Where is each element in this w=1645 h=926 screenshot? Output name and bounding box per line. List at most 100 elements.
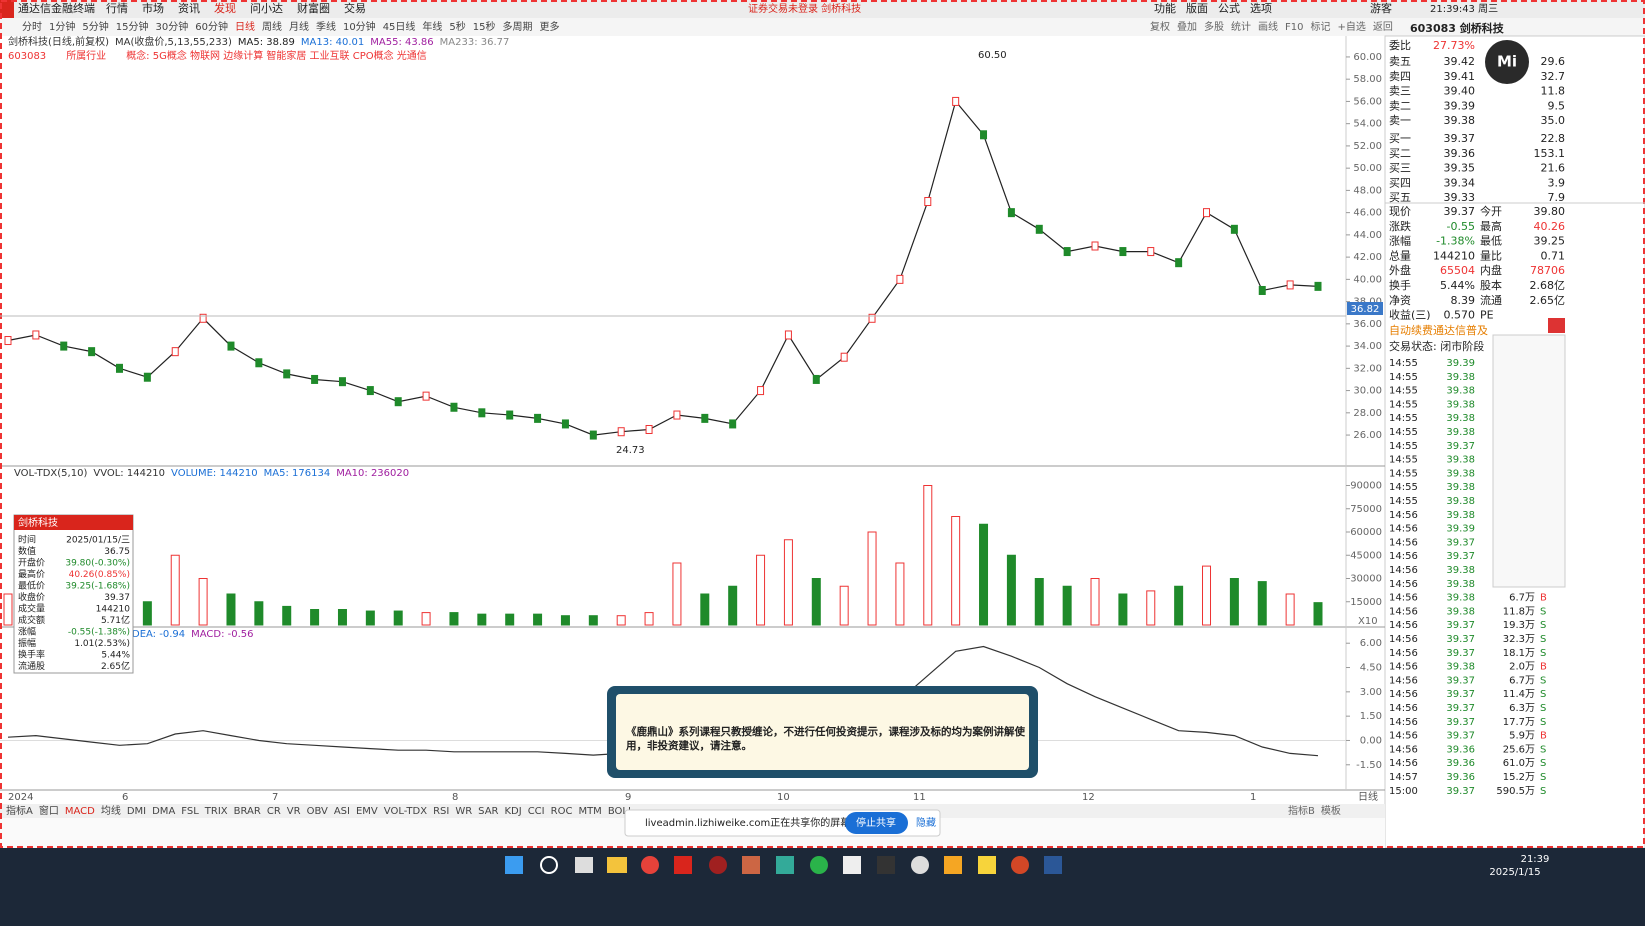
period-button[interactable]: 15分钟 <box>116 20 149 33</box>
menu-item[interactable]: 资讯 <box>178 2 200 15</box>
indicator-tab[interactable]: 均线 <box>101 804 121 817</box>
period-button[interactable]: 日线 <box>235 20 255 33</box>
toolbar-button[interactable]: 复权 <box>1150 20 1170 33</box>
period-button[interactable]: 10分钟 <box>343 20 376 33</box>
stop-share[interactable]: 停止共享 <box>856 816 896 829</box>
trade-volume: 5.9万 <box>1509 731 1535 742</box>
stat-value: 144210 <box>1433 249 1475 262</box>
y-tick-label: 46.00 <box>1353 208 1382 219</box>
book-volume: 21.6 <box>1541 162 1566 175</box>
indicator-tab[interactable]: SAR <box>478 806 498 817</box>
annotation: 60.50 <box>978 50 1007 61</box>
toolbar-button[interactable]: 画线 <box>1258 20 1278 33</box>
volume-bar <box>979 523 989 626</box>
period-button[interactable]: 60分钟 <box>195 20 228 33</box>
menu-item[interactable]: 交易 <box>344 1 366 15</box>
period-button[interactable]: 周线 <box>262 20 282 33</box>
indicator-tab[interactable]: MTM <box>578 806 601 817</box>
indicator-tab[interactable]: 窗口 <box>39 804 59 817</box>
book-label: 买四 <box>1389 176 1411 189</box>
candle <box>812 374 820 384</box>
toolbar-button[interactable]: 返回 <box>1373 21 1393 33</box>
trade-volume: 6.7万 <box>1509 593 1535 604</box>
indicator-tab[interactable]: VR <box>287 806 301 817</box>
popup-key: 开盘价 <box>18 557 45 569</box>
volume-bar <box>1034 578 1044 626</box>
stat-value: 40.26 <box>1534 220 1566 233</box>
menu-item[interactable]: 问小达 <box>250 2 283 15</box>
indicator-tab[interactable]: TRIX <box>204 806 228 817</box>
toolbar-button[interactable]: 统计 <box>1231 20 1251 33</box>
period-button[interactable]: 45日线 <box>383 20 416 33</box>
y-tick-label: 44.00 <box>1353 230 1382 241</box>
indicator-tab[interactable]: RSI <box>433 806 449 817</box>
period-button[interactable]: 季线 <box>316 20 336 33</box>
candle <box>1258 285 1266 295</box>
trade-time: 14:56 <box>1389 717 1418 728</box>
candle <box>4 336 12 346</box>
chart-info: 所属行业 <box>66 49 106 62</box>
period-button[interactable]: 年线 <box>422 20 442 33</box>
indicator-tab[interactable]: VOL-TDX <box>384 806 427 817</box>
indicator-tab[interactable]: BOLL <box>608 806 634 817</box>
indicator-tab[interactable]: CCI <box>528 806 545 817</box>
stat-label: 最高 <box>1480 219 1502 233</box>
volume-bar <box>1062 585 1072 626</box>
stat-value: 78706 <box>1530 264 1565 277</box>
stat-value: 2.65亿 <box>1530 294 1566 307</box>
stop-share-button[interactable] <box>845 812 908 834</box>
menu-item[interactable]: 版面 <box>1186 1 1208 15</box>
trade-volume: 17.7万 <box>1503 717 1535 728</box>
indicator-tab[interactable]: CR <box>267 806 281 817</box>
menu-item[interactable]: 公式 <box>1218 2 1240 15</box>
indicator-tab[interactable]: MACD <box>65 806 95 817</box>
indicator-tab[interactable]: WR <box>455 806 472 817</box>
menu-item[interactable]: 功能 <box>1154 1 1176 15</box>
menu-item[interactable]: 市场 <box>142 1 164 15</box>
menu-item[interactable]: 选项 <box>1250 2 1272 15</box>
indicator-tab[interactable]: 指标B <box>1288 804 1315 817</box>
candle <box>617 427 625 437</box>
period-button[interactable]: 月线 <box>289 20 309 33</box>
period-button[interactable]: 5秒 <box>449 20 465 33</box>
y-tick-label: 45000 <box>1350 550 1382 561</box>
menu-item[interactable]: 财富圈 <box>297 1 330 15</box>
toolbar-button[interactable]: +自选 <box>1337 20 1365 33</box>
candle <box>199 313 207 323</box>
toolbar-button[interactable]: 标记 <box>1310 21 1330 33</box>
close-button[interactable] <box>1548 318 1565 333</box>
stat-value: -1.38% <box>1436 235 1475 248</box>
menu-item[interactable]: 行情 <box>106 2 128 15</box>
indicator-tab[interactable]: KDJ <box>504 806 521 817</box>
popup-key: 数值 <box>18 545 36 557</box>
trade-time: 14:55 <box>1389 427 1418 438</box>
indicator-tab[interactable]: BRAR <box>234 806 261 817</box>
indicator-tab[interactable]: FSL <box>181 806 199 817</box>
period-button[interactable]: 多周期 <box>503 20 533 33</box>
period-button[interactable]: 分时 <box>22 21 42 33</box>
indicator-tab[interactable]: 指标A <box>6 804 33 817</box>
toolbar-button[interactable]: 叠加 <box>1177 21 1197 33</box>
indicator-tab[interactable]: 模板 <box>1321 804 1341 817</box>
period-button[interactable]: 5分钟 <box>82 20 108 33</box>
menu-item[interactable]: 发现 <box>214 1 236 15</box>
indicator-tab[interactable]: DMA <box>152 806 175 817</box>
y-tick-label: 60000 <box>1350 527 1382 538</box>
indicator-tab[interactable]: ROC <box>551 806 573 817</box>
toolbar-button[interactable]: F10 <box>1285 22 1303 33</box>
period-button[interactable]: 1分钟 <box>49 20 75 33</box>
hide-link[interactable]: 隐藏 <box>916 817 936 829</box>
indicator-tab[interactable]: OBV <box>307 806 328 817</box>
toolbar-button[interactable]: 多股 <box>1204 20 1224 33</box>
period-button[interactable]: 更多 <box>540 20 560 33</box>
candle <box>1175 258 1183 268</box>
y-tick-label: 34.00 <box>1353 341 1382 352</box>
indicator-tab[interactable]: DMI <box>127 806 146 817</box>
candle <box>311 374 319 384</box>
drawing-toolbar[interactable] <box>1492 334 1566 588</box>
indicator-tab[interactable]: EMV <box>356 806 378 817</box>
indicator-tab[interactable]: ASI <box>334 806 350 817</box>
period-button[interactable]: 30分钟 <box>155 20 188 33</box>
y-tick-label: 6.00 <box>1360 638 1382 649</box>
period-button[interactable]: 15秒 <box>473 20 496 33</box>
